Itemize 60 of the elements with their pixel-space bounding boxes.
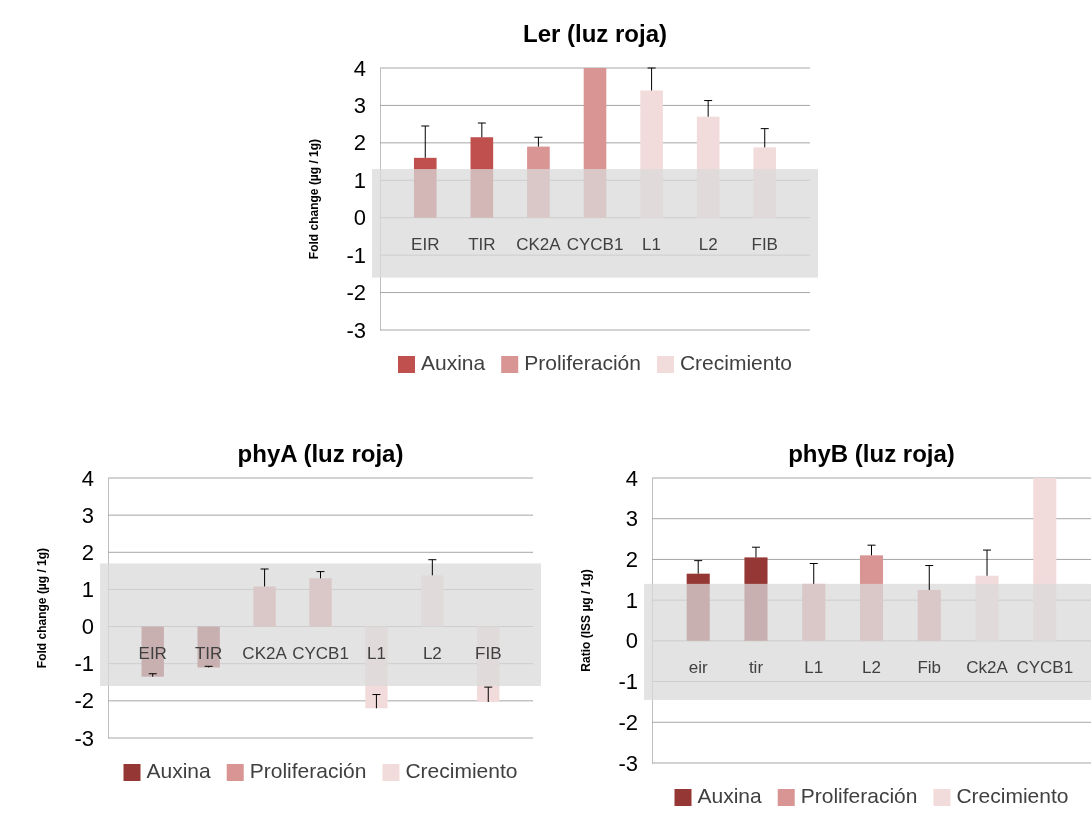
x-tick-label: L1 [804, 657, 824, 677]
y-tick-label: -3 [74, 725, 94, 751]
x-tick-label: FIB [751, 234, 778, 254]
x-tick-label: TIR [468, 234, 496, 254]
chart-title: Ler (luz roja) [522, 20, 668, 47]
x-tick-label: TIR [194, 643, 223, 663]
legend-label: Proliferación [249, 759, 367, 782]
y-tick-label: 4 [625, 465, 638, 491]
x-tick-label: L2 [422, 643, 442, 663]
y-tick-label: 1 [625, 587, 638, 613]
y-tick-label: 3 [625, 506, 638, 532]
x-tick-label: EIR [411, 234, 440, 254]
x-tick-label: Fib [917, 657, 942, 677]
y-tick-label: 2 [81, 539, 94, 565]
chart-title: phyB (luz roja) [788, 440, 955, 467]
x-tick-label: CK2A [242, 643, 288, 663]
x-tick-label: EIR [138, 643, 167, 663]
y-axis-title: Fold change (µg / 1g) [35, 547, 49, 669]
y-axis-title: Fold change (µg / 1g) [307, 138, 321, 260]
y-tick-label: 1 [353, 167, 366, 193]
y-tick-label: 0 [625, 628, 638, 654]
legend-label: Crecimiento [679, 351, 792, 374]
legend-label: Crecimiento [956, 784, 1069, 807]
x-tick-label: L1 [642, 234, 662, 254]
y-tick-label: 0 [81, 614, 94, 640]
legend-label: Proliferación [524, 351, 641, 374]
y-axis-title: Ratio (ISS µg / 1g) [579, 569, 593, 672]
legend-label: Auxina [146, 759, 212, 782]
x-tick-label: FIB [475, 643, 502, 663]
y-tick-label: 2 [353, 130, 366, 156]
y-tick-label: -2 [618, 709, 638, 735]
x-tick-label: eir [688, 657, 708, 677]
y-tick-label: -1 [618, 669, 638, 695]
x-tick-label: CK2A [516, 234, 562, 254]
x-tick-label: tir [748, 657, 764, 677]
x-tick-label: L2 [698, 234, 718, 254]
y-tick-label: -3 [618, 750, 638, 776]
y-tick-label: -1 [346, 242, 366, 268]
x-tick-label: L2 [862, 657, 881, 677]
legend-label: Auxina [697, 784, 763, 807]
y-tick-label: -3 [346, 317, 366, 343]
x-tick-label: CYCB1 [292, 643, 349, 663]
y-tick-label: 2 [625, 546, 638, 572]
y-tick-label: -2 [346, 280, 366, 306]
x-tick-label: L1 [366, 643, 386, 663]
x-tick-label: CYCB1 [1016, 657, 1074, 677]
legend-label: Crecimiento [405, 759, 518, 782]
y-tick-label: 4 [353, 55, 366, 81]
y-tick-label: -2 [74, 688, 94, 714]
chart-title: phyA (luz roja) [237, 440, 404, 467]
legend-label: Auxina [421, 351, 486, 374]
y-tick-label: 0 [353, 205, 366, 231]
y-tick-label: 4 [81, 465, 94, 491]
y-tick-label: 1 [81, 576, 94, 602]
y-tick-label: -1 [74, 651, 94, 677]
x-tick-label: Ck2A [966, 657, 1009, 677]
y-tick-label: 3 [353, 92, 366, 118]
legend-label: Proliferación [800, 784, 918, 807]
y-tick-label: 3 [81, 502, 94, 528]
x-tick-label: CYCB1 [566, 234, 624, 254]
